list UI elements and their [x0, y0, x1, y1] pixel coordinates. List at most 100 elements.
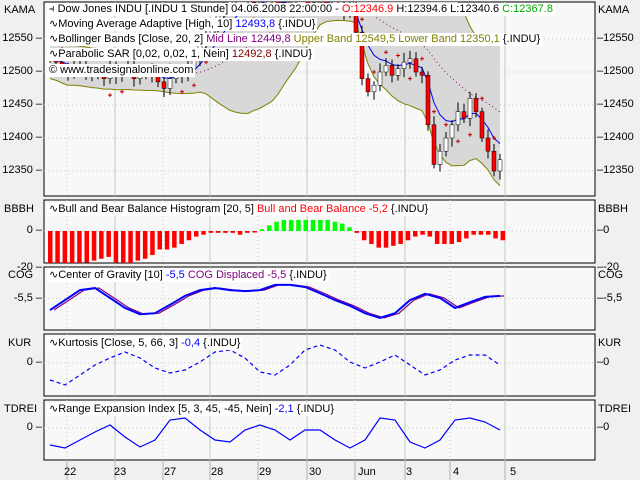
bbbh-bar [77, 231, 82, 263]
sar-marker [456, 139, 460, 144]
legend-bbbh[interactable]: ∿Bull and Bear Balance Histogram [20, 5]… [47, 203, 431, 216]
sar-suffix: {.INDU} [274, 48, 313, 60]
price-tick-right: –12350 [597, 164, 634, 176]
bbbh-bar [442, 231, 447, 244]
bbbh-bar [464, 231, 469, 239]
bbbh-bar [106, 231, 111, 257]
bbbh-bar [157, 231, 162, 250]
bbbh-bar [288, 219, 294, 231]
candle-icon: ⫞ [49, 3, 55, 15]
bbbh-suffix: {.INDU} [390, 203, 429, 215]
candle-body [419, 71, 425, 76]
sar-marker [396, 53, 400, 58]
bbbh-bar [296, 219, 301, 231]
bbbh-value: Bull and Bear Balance -5,2 [256, 203, 388, 215]
bbbh-bar [259, 229, 265, 231]
candle-body [413, 58, 419, 73]
bbbh-tick-right: –-20 [597, 261, 620, 273]
bbbh-bar [201, 231, 206, 235]
legend-kur[interactable]: ∿Kurtosis [Close, 5, 66, 3] -0,4 {.INDU} [47, 337, 243, 350]
bbbh-bar [434, 231, 440, 244]
candle-body [317, 2, 323, 3]
instrument-title: Dow Jones INDU [.INDU 1 Stunde] 04.06.20… [57, 3, 339, 15]
axis-label-left-tdrei: TDREI [4, 403, 37, 415]
bbbh-bar [405, 231, 411, 241]
range-expansion-line-layer [49, 417, 501, 449]
legend-cog[interactable]: ∿Center of Gravity [10] -5,5 COG Displac… [47, 269, 329, 282]
bbbh-bar [237, 231, 243, 235]
candle-body [359, 32, 365, 79]
candle-body [461, 111, 467, 119]
x-axis-label: 29 [259, 466, 272, 478]
bbbh-bar [208, 231, 214, 233]
sar-marker [468, 132, 472, 137]
legend-main: ⫞ Dow Jones INDU [.INDU 1 Stunde] 04.06.… [47, 3, 555, 16]
bbbh-bar [369, 231, 374, 244]
x-axis-label: 23 [114, 466, 127, 478]
sar-marker [360, 17, 364, 22]
kur-value: -0,4 [181, 337, 201, 349]
candle-body [449, 124, 455, 139]
bbbh-bar [449, 231, 454, 244]
bbbh-bar [179, 231, 184, 244]
x-axis-label: 5 [510, 466, 517, 478]
bbbh-bar [383, 231, 389, 248]
candle-body [167, 78, 173, 89]
bbbh-bar [361, 231, 367, 241]
bbbh-bar [245, 231, 250, 233]
legend-ma[interactable]: ∿Moving Average Adaptive [High, 10] 1249… [47, 18, 318, 31]
sar-marker [384, 50, 388, 55]
sar-marker [492, 136, 496, 140]
bbbh-tick-left: 0 – [26, 224, 42, 236]
kurtosis-line [49, 344, 501, 386]
price-tick-right: –12500 [597, 65, 634, 77]
legend-bb[interactable]: ∿Bollinger Bands [Close, 20, 2] Mid Line… [47, 33, 543, 46]
legend-tdrei[interactable]: ∿Range Expansion Index [5, 3, 45, -45, N… [47, 403, 337, 416]
sar-marker [420, 56, 424, 61]
bbbh-bar [164, 231, 170, 250]
bollinger-band-fill [50, 2, 500, 186]
axis-label-right-cog: COG [598, 269, 624, 281]
x-axis-label: Jun [358, 466, 376, 478]
bbbh-bar [493, 231, 498, 239]
price-tick-left: 12500 – [2, 65, 42, 77]
axis-label-left-bbbh: BBBH [4, 203, 34, 215]
candle-body [371, 84, 377, 93]
bbbh-bar [252, 231, 257, 233]
bbbh-bar [500, 231, 506, 241]
axis-label-left-kur: KUR [8, 337, 32, 349]
sar-marker [408, 76, 412, 81]
kurtosis-line-layer [49, 344, 501, 386]
legend-sar[interactable]: ∿Parabolic SAR [0,02, 0,02, 1, Nein] 124… [47, 48, 315, 61]
axis-label-right-bbbh: BBBH [598, 203, 628, 215]
bbbh-tick-left: -20 – [16, 261, 42, 273]
bbbh-bar [340, 223, 345, 231]
bbbh-layer [44, 219, 595, 263]
bbbh-bar [62, 231, 68, 263]
price-tick-left: 12350 – [2, 164, 42, 176]
bbbh-bar [486, 231, 491, 235]
candle-body [473, 98, 479, 112]
cog-displaced: COG Displaced -5,5 [187, 269, 287, 281]
kur-suffix: {.INDU} [203, 337, 241, 349]
candle-body [431, 124, 437, 165]
bbbh-bar [186, 231, 192, 241]
candle-body [377, 71, 383, 86]
tdrei-name: Range Expansion Index [5, 3, 45, -45, Ne… [58, 403, 272, 415]
candle-body [257, 2, 263, 3]
candle-body [467, 98, 473, 119]
tdrei-value: -2,1 [274, 403, 294, 415]
bbbh-bar [223, 231, 228, 233]
cog-tick-left: -5,5 – [13, 291, 42, 304]
bbbh-bar [413, 231, 418, 237]
bbbh-bar [91, 231, 97, 261]
bbbh-bar [172, 231, 177, 248]
sar-marker [192, 83, 196, 88]
bbbh-bar [274, 221, 279, 231]
bbbh-name: Bull and Bear Balance Histogram [20, 5] [58, 203, 254, 215]
sar-value: 12492,8 [231, 48, 272, 60]
candle-body [161, 81, 167, 89]
axis-label-right-kur: KUR [598, 337, 622, 349]
price-tick-right: –12400 [597, 131, 634, 143]
sar-name: Parabolic SAR [0,02, 0,02, 1, Nein] [58, 48, 229, 60]
